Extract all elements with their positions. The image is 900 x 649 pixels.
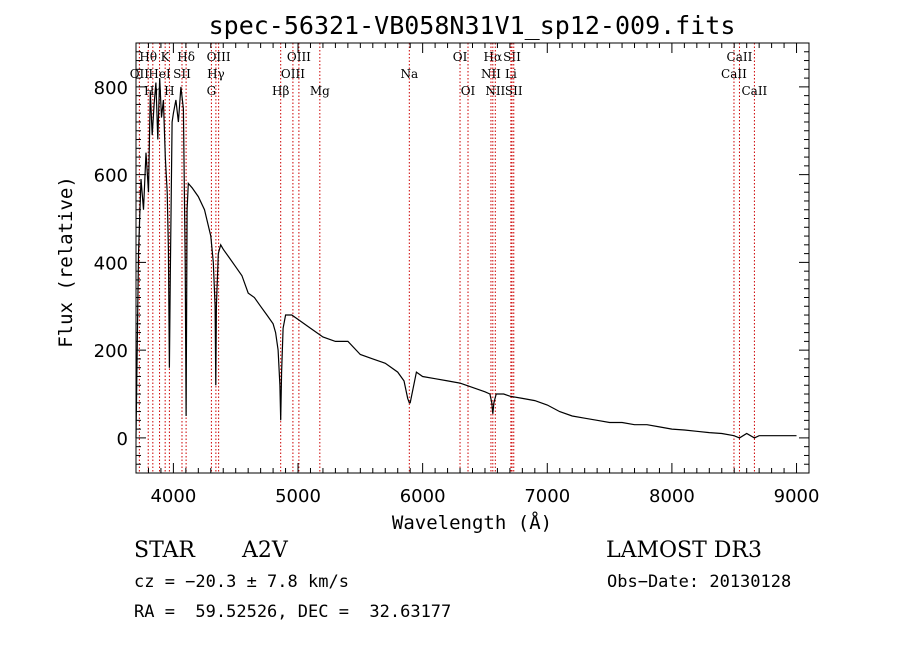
spectral-line-label: Na: [400, 67, 418, 81]
object-subclass: A2V: [242, 538, 288, 563]
x-tick-label: 7000: [524, 486, 570, 507]
object-class: STAR: [134, 538, 195, 563]
plot-frame: [135, 42, 810, 474]
spectral-line-label: OIII: [207, 50, 231, 64]
spectral-line-label: OI: [453, 50, 468, 64]
plot-area: Hθ OII Hη K HeI H Hδ SII OIII Hγ G Hβ OIII OIII Mg Na OI…: [94, 42, 820, 507]
coordinates: RA = 59.52526, DEC = 32.63177: [134, 602, 452, 622]
spectral-line-label: Hβ: [272, 84, 289, 98]
spectral-line-label: NII: [485, 84, 505, 98]
redshift-value: cz = −20.3 ± 7.8 km/s: [134, 572, 349, 592]
survey-name: LAMOST DR3: [606, 538, 762, 563]
y-tick-label: 600: [94, 166, 128, 187]
x-tick-label: 9000: [774, 486, 820, 507]
spectral-line-label: Hα: [484, 50, 503, 64]
spectral-line-label: OI: [461, 84, 476, 98]
spectral-line-label: SII: [505, 84, 523, 98]
y-tick-label: 0: [117, 429, 128, 450]
x-axis-label: Wavelength (Å): [392, 511, 552, 534]
x-tick-label: 6000: [400, 486, 446, 507]
y-tick-label: 800: [94, 78, 128, 99]
x-tick-label: 8000: [649, 486, 695, 507]
spectral-line-label: G: [207, 84, 217, 98]
observation-date: Obs−Date: 20130128: [607, 572, 792, 592]
spectral-line-label: OII: [130, 67, 150, 81]
spectral-line-label: NII: [481, 67, 501, 81]
spectral-line-label: Hη: [144, 84, 162, 98]
spectral-line-label: Hδ: [177, 50, 195, 64]
x-tick-label: 4000: [150, 486, 196, 507]
spectral-line-label: CaII: [727, 50, 753, 64]
spectral-line-label: Hγ: [207, 67, 225, 81]
spectral-line-label: OIII: [287, 50, 311, 64]
spectral-line-label: SII: [173, 67, 191, 81]
spectral-line-label: OIII: [281, 67, 305, 81]
y-axis-label: Flux (relative): [55, 176, 77, 348]
spectral-line-label: HeI: [148, 67, 171, 81]
spectral-line-label: CaII: [721, 67, 747, 81]
spectral-line-label: CaII: [741, 84, 767, 98]
spectral-line-label: K: [161, 50, 171, 64]
spectral-line-label: Mg: [310, 84, 330, 98]
y-tick-label: 200: [94, 341, 128, 362]
spectral-line-label: Hθ: [139, 50, 157, 64]
spectral-line-label: H: [164, 84, 174, 98]
y-tick-label: 400: [94, 253, 128, 274]
x-tick-label: 5000: [275, 486, 321, 507]
chart-title: spec-56321-VB058N31V1_sp12-009.fits: [209, 11, 736, 40]
spectrum-line: [135, 78, 797, 439]
spectral-line-label: Li: [505, 67, 517, 81]
spectral-line-label: SII: [503, 50, 521, 64]
